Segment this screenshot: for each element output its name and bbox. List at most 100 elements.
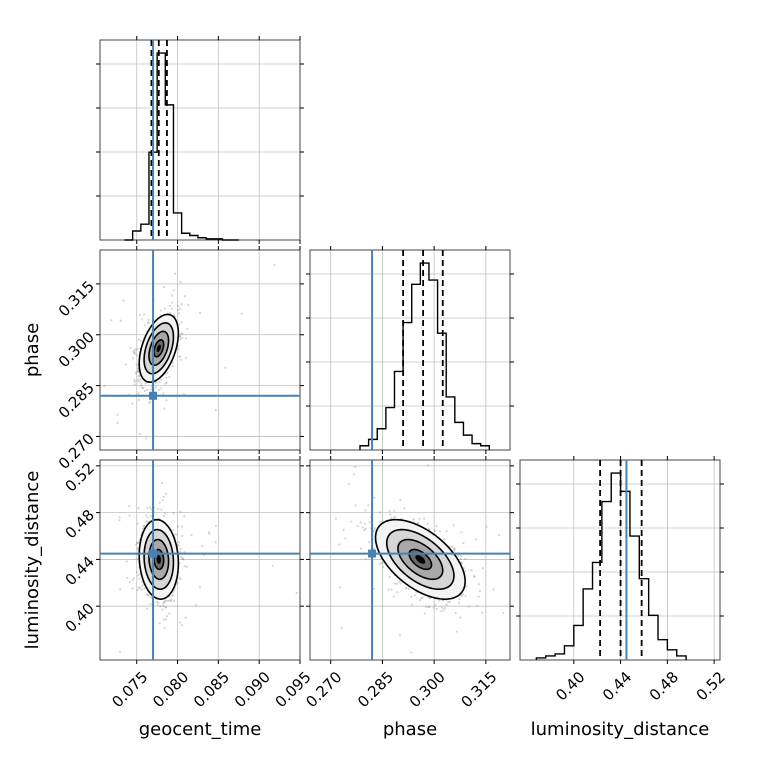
scatter-point <box>202 408 204 410</box>
scatter-point <box>165 376 168 379</box>
scatter-point <box>171 361 174 364</box>
scatter-point <box>533 556 535 558</box>
scatter-point <box>168 599 171 602</box>
scatter-point <box>149 388 152 391</box>
scatter-point <box>399 498 402 501</box>
scatter-point <box>472 575 476 579</box>
scatter-point <box>135 370 138 373</box>
scatter-point <box>146 506 149 510</box>
scatter-point <box>379 511 382 514</box>
scatter-point <box>146 388 149 392</box>
scatter-point <box>364 509 367 512</box>
scatter-point <box>412 518 415 521</box>
scatter-point <box>133 383 136 386</box>
scatter-point <box>478 590 482 593</box>
scatter-point <box>198 311 202 314</box>
scatter-point <box>134 348 137 351</box>
scatter-point <box>162 618 165 621</box>
scatter-point <box>453 549 456 552</box>
scatter-point <box>185 565 189 568</box>
scatter-point <box>378 521 381 524</box>
ytick-label-phase: 0.315 <box>55 277 98 320</box>
scatter-point <box>441 606 444 610</box>
scatter-point <box>177 304 180 307</box>
scatter-point <box>340 626 343 630</box>
xtick-label-luminosity_distance: 0.48 <box>646 668 682 704</box>
scatter-point <box>140 318 144 321</box>
scatter-point <box>103 384 106 387</box>
scatter-point <box>124 363 127 366</box>
scatter-point <box>146 607 149 610</box>
scatter-point <box>163 407 166 410</box>
scatter-point <box>378 417 380 419</box>
scatter-point <box>295 592 298 595</box>
scatter-point <box>443 607 447 610</box>
panel-phase-vs-luminosity_distance-border <box>309 459 511 661</box>
scatter-point <box>180 534 184 538</box>
scatter-point <box>359 521 362 524</box>
x-axis-label-geocent_time: geocent_time <box>139 719 262 740</box>
scatter-point <box>132 357 135 360</box>
scatter-point <box>453 547 456 551</box>
scatter-point <box>39 436 41 438</box>
scatter-point <box>214 408 217 412</box>
scatter-point <box>456 554 459 557</box>
scatter-point <box>398 634 402 637</box>
xtick-label-geocent_time: 0.085 <box>190 668 233 711</box>
scatter-point <box>611 661 613 663</box>
scatter-point <box>146 594 149 597</box>
xtick-label-luminosity_distance: 0.52 <box>693 668 729 704</box>
scatter-point <box>164 605 168 609</box>
scatter-point <box>137 574 140 577</box>
scatter-point <box>137 392 140 395</box>
scatter-point <box>461 593 465 596</box>
panel-geocent_time-vs-luminosity_distance-contour-0 <box>138 518 180 600</box>
scatter-point <box>109 472 111 474</box>
scatter-point <box>177 541 181 544</box>
scatter-point <box>428 528 431 531</box>
hist-luminosity_distance-frame <box>516 456 724 664</box>
scatter-point <box>241 250 244 251</box>
ytick-label-luminosity_distance: 0.44 <box>62 553 98 589</box>
scatter-point <box>144 324 147 327</box>
scatter-point <box>181 557 185 560</box>
scatter-point <box>147 321 150 325</box>
xtick-label-geocent_time: 0.080 <box>149 668 192 711</box>
scatter-point <box>567 638 569 640</box>
scatter-point <box>458 598 461 601</box>
scatter-point <box>157 601 160 604</box>
scatter-point <box>440 610 443 613</box>
panel-geocent_time-vs-luminosity_distance-border <box>99 459 301 661</box>
scatter-point <box>141 386 144 390</box>
scatter-point <box>465 585 468 588</box>
scatter-point <box>133 378 136 381</box>
scatter-point <box>116 421 119 424</box>
scatter-point <box>511 702 513 704</box>
scatter-point <box>462 541 465 545</box>
scatter-point <box>363 522 367 525</box>
scatter-point <box>172 599 175 603</box>
scatter-point <box>162 285 166 289</box>
scatter-point <box>154 386 158 389</box>
scatter-point <box>166 599 170 602</box>
scatter-point <box>164 492 168 495</box>
scatter-point <box>354 504 357 507</box>
scatter-point <box>172 594 175 597</box>
scatter-point <box>201 544 204 547</box>
scatter-point <box>363 528 366 532</box>
scatter-point <box>182 557 185 561</box>
scatter-point <box>147 318 150 321</box>
scatter-point <box>162 602 165 605</box>
scatter-point <box>244 713 246 715</box>
scatter-point <box>364 558 367 561</box>
scatter-point <box>171 294 174 297</box>
hist-phase-border <box>309 249 511 451</box>
scatter-point <box>178 355 181 358</box>
scatter-point <box>172 289 175 292</box>
scatter-point <box>470 568 473 572</box>
scatter-point <box>389 513 392 516</box>
scatter-point <box>460 561 463 564</box>
x-axis-label-luminosity_distance: luminosity_distance <box>531 719 710 740</box>
scatter-point <box>141 584 144 588</box>
